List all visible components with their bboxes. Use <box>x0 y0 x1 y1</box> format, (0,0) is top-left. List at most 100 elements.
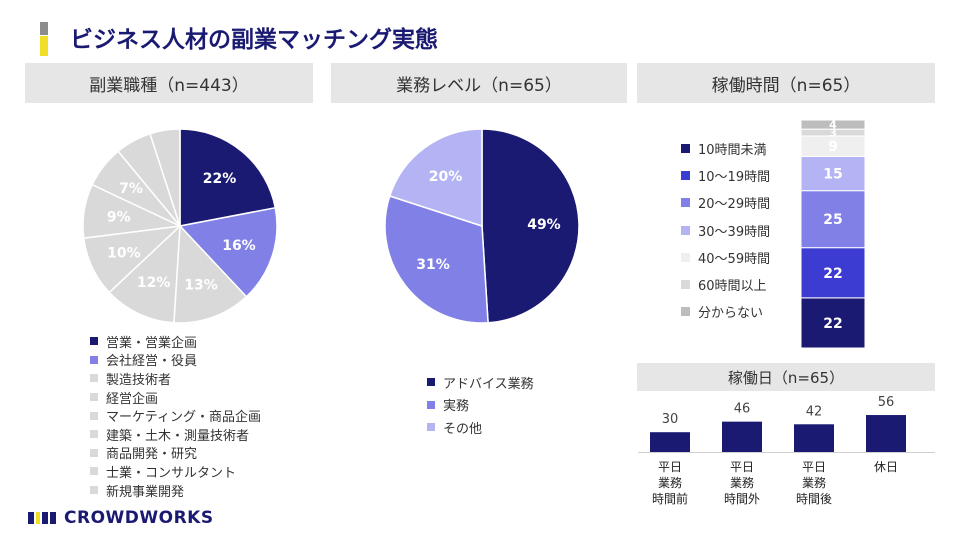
crowdworks-logo-icon <box>28 512 56 524</box>
job-type-legend-swatch <box>90 467 98 476</box>
hours-label-5: 3 <box>829 127 837 140</box>
pie1-slice-1 <box>178 206 278 298</box>
work-hours-legend-label: 分からない <box>698 306 764 322</box>
work-hours-legend-swatch <box>681 144 690 154</box>
pie2-slice-1 <box>384 195 489 324</box>
work-level-legend-swatch <box>427 400 435 409</box>
hours-label-4: 9 <box>828 139 838 155</box>
pie1-label-4: 10% <box>107 245 141 261</box>
work-hours-legend-label: 40～59時間 <box>698 251 771 267</box>
work-level-legend-item: その他 <box>427 416 534 439</box>
work-level-legend-label: アドバイス業務 <box>443 376 534 392</box>
job-type-legend-swatch <box>90 355 98 364</box>
days-bar-3 <box>866 415 906 452</box>
work-hours-header: 稼働時間（n=65） <box>637 63 935 103</box>
hours-label-3: 15 <box>823 167 842 183</box>
pie1-slice-2 <box>173 224 248 324</box>
work-hours-legend-label: 20～29時間 <box>698 197 771 213</box>
hours-segment-6 <box>800 119 866 130</box>
work-hours-legend-item: 60時間以上 <box>681 271 770 298</box>
job-type-legend-swatch <box>90 337 98 346</box>
work-hours-legend-label: 10時間未満 <box>698 143 767 159</box>
job-type-legend-item: 新規事業開発 <box>90 481 261 500</box>
pie1-label-1: 16% <box>222 238 256 254</box>
job-type-legend-item: 製造技術者 <box>90 369 261 388</box>
job-type-legend-item: 経営企画 <box>90 388 261 407</box>
work-level-legend-item: 実務 <box>427 394 534 417</box>
job-type-legend-label: 商品開発・研究 <box>106 447 198 463</box>
work-level-legend: アドバイス業務 実務 その他 <box>427 371 534 439</box>
pie1-slice-3 <box>108 224 181 324</box>
work-level-legend-label: 実務 <box>443 399 470 415</box>
days-category-1: 平日 業務 時間外 <box>723 460 760 506</box>
job-type-legend-label: 新規事業開発 <box>106 484 185 500</box>
job-type-legend-label: 経営企画 <box>106 391 159 407</box>
days-value-1: 46 <box>734 402 751 417</box>
hours-label-6: 4 <box>829 119 837 132</box>
work-hours-legend-item: 分からない <box>681 298 770 325</box>
job-type-legend-swatch <box>90 430 98 439</box>
pie1-label-3: 12% <box>137 275 171 291</box>
days-value-2: 42 <box>806 404 823 419</box>
job-type-legend-swatch <box>90 374 98 383</box>
job-type-legend-label: 製造技術者 <box>106 372 172 388</box>
work-hours-legend-item: 40～59時間 <box>681 244 770 271</box>
job-type-legend-item: 商品開発・研究 <box>90 444 261 463</box>
days-category-0: 平日 業務 時間前 <box>651 460 688 506</box>
job-type-legend-label: 営業・営業企画 <box>106 335 198 351</box>
days-category-3: 休日 <box>873 460 898 474</box>
work-hours-legend-item: 20～29時間 <box>681 189 770 216</box>
job-type-legend-label: 士業・コンサルタント <box>106 465 237 481</box>
pie1-label-2: 13% <box>184 277 218 293</box>
job-type-legend-swatch <box>90 411 98 420</box>
work-hours-legend-item: 10時間未満 <box>681 135 770 162</box>
days-bar-1 <box>722 421 762 452</box>
days-value-3: 56 <box>878 395 895 410</box>
days-value-0: 30 <box>662 412 679 427</box>
pie1-label-6: 7% <box>119 181 143 197</box>
work-hours-legend-swatch <box>681 252 690 262</box>
job-type-legend-item: 営業・営業企画 <box>90 332 261 351</box>
hours-segment-0 <box>800 297 866 349</box>
job-type-legend: 営業・営業企画 会社経営・役員 製造技術者 経営企画 マーケティング・商品企画 建築・土木… <box>90 332 261 500</box>
work-hours-legend-label: 60時間以上 <box>698 279 767 295</box>
hours-label-1: 22 <box>823 266 842 282</box>
work-hours-legend-swatch <box>681 225 690 235</box>
work-hours-legend-swatch <box>681 171 690 181</box>
work-level-header: 業務レベル（n=65） <box>331 63 627 103</box>
work-hours-legend-label: 10～19時間 <box>698 170 771 186</box>
work-level-legend-swatch <box>427 423 435 432</box>
pie2-label-0: 49% <box>527 217 561 233</box>
pie2-label-1: 31% <box>416 257 450 273</box>
pie2-slice-2 <box>388 128 483 228</box>
days-bar-0 <box>650 432 690 452</box>
pie1-label-0: 22% <box>203 171 237 187</box>
job-type-legend-label: 会社経営・役員 <box>106 354 198 370</box>
pie2-slice-0 <box>481 128 580 324</box>
job-type-header: 副業職種（n=443） <box>25 63 313 103</box>
work-hours-legend-swatch <box>681 280 690 290</box>
hours-label-0: 22 <box>823 316 842 332</box>
pie1-slice-8 <box>149 128 181 227</box>
job-type-legend-swatch <box>90 393 98 402</box>
job-type-legend-label: 建築・土木・測量技術者 <box>106 428 250 444</box>
brand-logo: CROWDWORKS <box>28 508 214 528</box>
work-level-legend-item: アドバイス業務 <box>427 371 534 394</box>
work-hours-legend-item: 10～19時間 <box>681 162 770 189</box>
pie1-slice-0 <box>179 128 277 227</box>
job-type-legend-swatch <box>90 448 98 457</box>
title-accent-yellow <box>40 36 48 56</box>
work-level-legend-swatch <box>427 378 435 387</box>
title-accent-gray <box>40 22 48 35</box>
days-category-2: 平日 業務 時間後 <box>795 460 832 506</box>
work-hours-legend-swatch <box>681 198 690 208</box>
hours-segment-2 <box>800 190 866 249</box>
work-hours-legend: 10時間未満 10～19時間 20～29時間 30～39時間 40～59時間 60時間以上… <box>681 135 770 325</box>
brand-name: CROWDWORKS <box>64 508 214 528</box>
job-type-legend-item: 士業・コンサルタント <box>90 462 261 481</box>
work-hours-legend-label: 30～39時間 <box>698 224 771 240</box>
work-days-header: 稼働日（n=65） <box>637 363 935 391</box>
job-type-legend-item: 建築・土木・測量技術者 <box>90 425 261 444</box>
job-type-legend-item: 会社経営・役員 <box>90 351 261 370</box>
